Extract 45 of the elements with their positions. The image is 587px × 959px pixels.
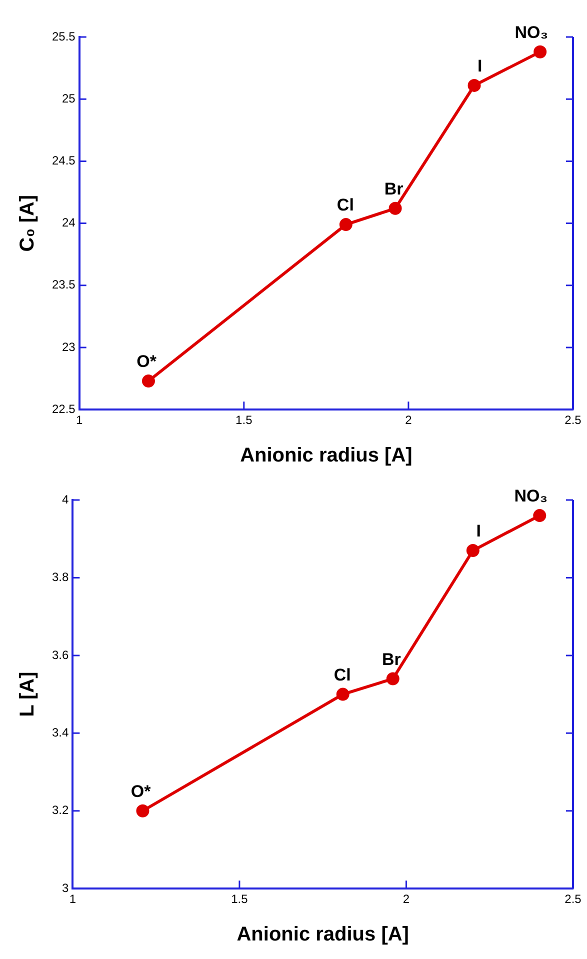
annotation: Br	[382, 650, 402, 669]
x-tick-label: 1.5	[231, 892, 248, 906]
annotation: I	[478, 56, 482, 76]
y-tick-label: 25	[62, 91, 76, 106]
x-tick-label: 2.5	[564, 892, 582, 906]
y-axis-title: C₀ [A]	[16, 194, 39, 252]
annotation: Cl	[334, 665, 351, 684]
point	[534, 45, 547, 58]
y-tick-label: 3.4	[52, 725, 69, 740]
annotation: Cl	[336, 196, 354, 215]
x-axis-title: Anionic radius [A]	[236, 924, 409, 946]
x-tick-label: 1	[76, 413, 84, 428]
point	[336, 688, 350, 701]
y-tick-label: 23.5	[52, 278, 76, 292]
point	[136, 804, 150, 818]
y-tick-label: 3.2	[52, 803, 69, 818]
x-tick-label: 2	[405, 413, 412, 428]
y-tick-label: 24.5	[52, 154, 76, 168]
y-tick-label: 4	[62, 492, 69, 506]
y-tick-label: 3.8	[52, 570, 69, 584]
x-tick-label: 2	[402, 892, 410, 906]
point	[386, 672, 400, 686]
y-tick-label: 3	[62, 880, 69, 895]
x-tick-label: 1	[69, 892, 76, 906]
y-tick-label: 23	[62, 340, 76, 354]
annotation: O*	[130, 782, 152, 802]
point	[468, 78, 481, 92]
y-tick-label: 22.5	[52, 402, 76, 416]
y-axis-title: L [A]	[16, 672, 39, 717]
annotation: NO₃	[514, 486, 548, 506]
point	[466, 544, 480, 558]
y-tick-label: 25.5	[52, 29, 76, 44]
x-tick-label: 2.5	[564, 413, 582, 428]
x-axis-title: Anionic radius [A]	[240, 444, 412, 467]
point	[339, 218, 352, 232]
x-tick-label: 1.5	[236, 413, 253, 428]
point	[533, 509, 546, 522]
annotation: O*	[136, 352, 157, 372]
y-tick-label: 24	[62, 216, 76, 230]
annotation: Br	[384, 180, 404, 199]
annotation: I	[476, 522, 481, 541]
annotation: NO₃	[514, 23, 548, 42]
point	[142, 374, 155, 388]
y-tick-label: 3.6	[52, 648, 69, 662]
point	[388, 202, 402, 215]
